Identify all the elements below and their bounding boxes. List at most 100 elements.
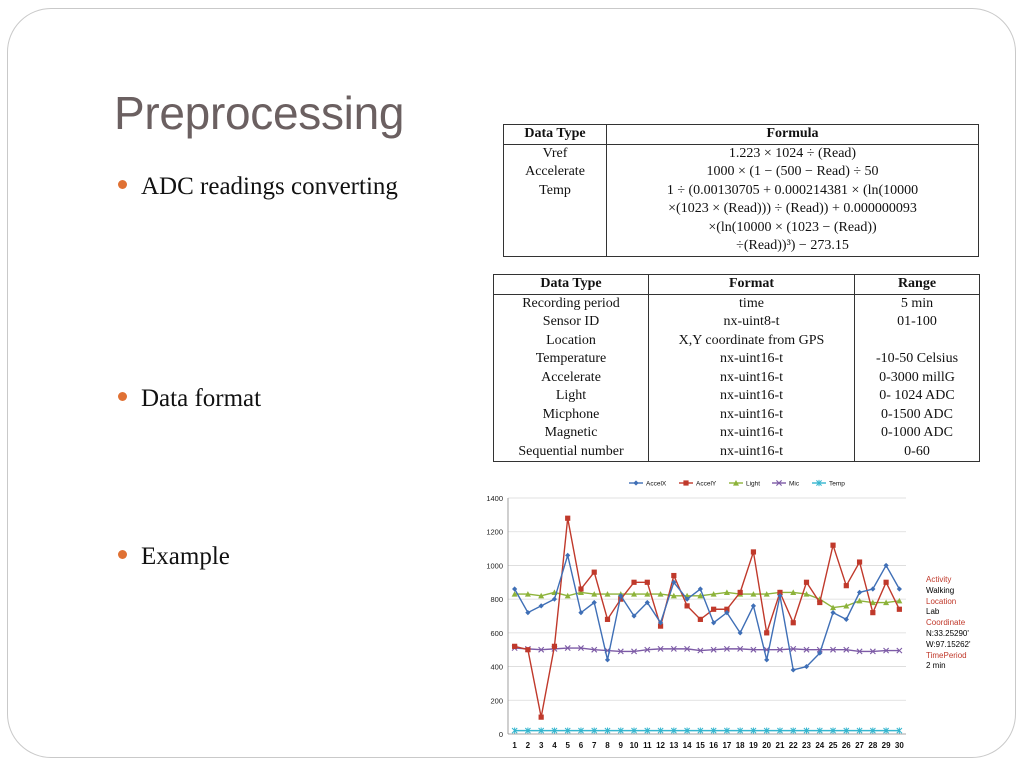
- table-row: Magnetic nx-uint16-t 0-1000 ADC: [493, 424, 980, 443]
- light-series-point: [564, 592, 571, 599]
- chart-annotation: N:33.25290': [926, 629, 969, 638]
- temp-series-point: [896, 727, 903, 734]
- mic-series-point: [670, 645, 677, 652]
- table-header-row: Data Type Formula: [503, 124, 979, 145]
- bullet-text: Example: [141, 543, 230, 570]
- table-cell: 0-60: [854, 442, 980, 462]
- accelx-series-point: [790, 667, 796, 673]
- x-tick-label: 23: [802, 741, 811, 750]
- accelx-series-point: [764, 657, 770, 663]
- temp-series-point: [710, 727, 717, 734]
- x-tick-label: 14: [683, 741, 692, 750]
- table-cell: nx-uint16-t: [648, 368, 855, 387]
- temp-series-point: [617, 727, 624, 734]
- temp-series-point: [697, 727, 704, 734]
- accely-series-point: [551, 643, 558, 649]
- accely-series-point: [790, 620, 796, 626]
- temp-series-point: [511, 727, 518, 734]
- light-series-point: [524, 591, 531, 597]
- accely-series-point: [750, 549, 757, 555]
- x-tick-label: 20: [762, 741, 771, 750]
- bullet-example: Example: [118, 543, 230, 571]
- x-tick-label: 16: [709, 741, 718, 750]
- x-tick-label: 15: [696, 741, 705, 750]
- accelx-series-point: [565, 552, 571, 558]
- x-tick-label: 18: [736, 741, 745, 750]
- table-row: Accelerate nx-uint16-t 0-3000 millG: [493, 368, 980, 387]
- mic-series-point: [538, 646, 545, 653]
- temp-series-point: [578, 727, 584, 734]
- table-cell: 5 min: [854, 294, 980, 313]
- mic-series-line: [514, 647, 900, 653]
- light-series-point: [670, 592, 677, 599]
- x-tick-label: 9: [619, 741, 624, 750]
- mic-series-point: [684, 645, 691, 652]
- temp-series-point: [790, 727, 797, 734]
- light-series-point: [883, 599, 890, 606]
- table-cell: nx-uint16-t: [648, 405, 855, 424]
- table-cell: [503, 200, 607, 219]
- accely-series-point: [711, 606, 717, 612]
- table-row: Sequential number nx-uint16-t 0-60: [493, 442, 980, 462]
- y-tick-label: 600: [490, 629, 503, 638]
- table-cell: Temperature: [493, 350, 649, 369]
- accely-series-point: [671, 572, 677, 579]
- light-series-point: [511, 591, 518, 597]
- table-cell: 0-3000 millG: [854, 368, 980, 387]
- x-tick-label: 4: [552, 741, 557, 750]
- table-cell: Micphone: [493, 405, 649, 424]
- column-header: Formula: [606, 124, 979, 145]
- accely-series-point: [830, 542, 836, 548]
- light-series-point: [750, 591, 757, 597]
- y-tick-label: 0: [499, 730, 503, 739]
- accely-series-point: [512, 643, 518, 649]
- accely-series-point: [684, 603, 690, 609]
- table-row: Recording period time 5 min: [493, 294, 980, 313]
- table-cell: nx-uint16-t: [648, 350, 855, 369]
- light-series-point: [830, 604, 837, 611]
- column-header: Data Type: [493, 274, 649, 295]
- temp-series-point: [604, 727, 611, 734]
- data-format-table: Data Type Format Range Recording period t…: [493, 274, 980, 462]
- accely-series-point: [525, 647, 531, 653]
- table-cell: [503, 218, 607, 237]
- accely-series-point: [578, 586, 584, 592]
- mic-series-point: [750, 646, 757, 653]
- mic-series-point: [710, 646, 717, 653]
- bullet-data-format: Data format: [118, 385, 261, 413]
- light-series-point: [896, 597, 903, 604]
- light-series-point: [577, 589, 584, 595]
- y-tick-label: 200: [490, 696, 503, 705]
- mic-series-point: [790, 645, 797, 652]
- table-cell: -10-50 Celsius: [854, 350, 980, 369]
- table-cell: Light: [493, 387, 649, 406]
- table-cell: nx-uint8-t: [648, 313, 855, 332]
- accely-series-point: [764, 630, 770, 636]
- y-tick-label: 1200: [486, 528, 503, 537]
- accelx-legend-point: [633, 480, 639, 486]
- accely-series-point: [631, 579, 637, 585]
- table-cell: [503, 237, 607, 257]
- chart-annotation: W:97.15262': [926, 639, 971, 649]
- bullet-adc-readings: ADC readings converting: [118, 173, 398, 201]
- x-tick-label: 7: [592, 741, 597, 750]
- x-tick-label: 27: [855, 741, 864, 750]
- temp-series-point: [777, 727, 783, 734]
- light-legend-point: [733, 480, 739, 486]
- x-tick-label: 13: [669, 741, 678, 750]
- mic-series-point: [803, 646, 810, 653]
- mic-series-point: [843, 646, 850, 653]
- accelx-series-point: [538, 603, 544, 609]
- light-series-point: [591, 591, 598, 597]
- bullet-text: Data format: [141, 385, 262, 412]
- accely-series-point: [565, 515, 571, 521]
- accely-series-line: [514, 518, 900, 718]
- mic-series-point: [869, 648, 876, 655]
- light-series-point: [644, 591, 651, 597]
- temp-series-point: [763, 727, 770, 734]
- chart-annotation: Lab: [926, 607, 940, 617]
- temp-series-point: [843, 727, 850, 734]
- bullet-dot-icon: [118, 180, 127, 189]
- x-tick-label: 24: [815, 741, 824, 750]
- mic-series-point: [883, 647, 890, 654]
